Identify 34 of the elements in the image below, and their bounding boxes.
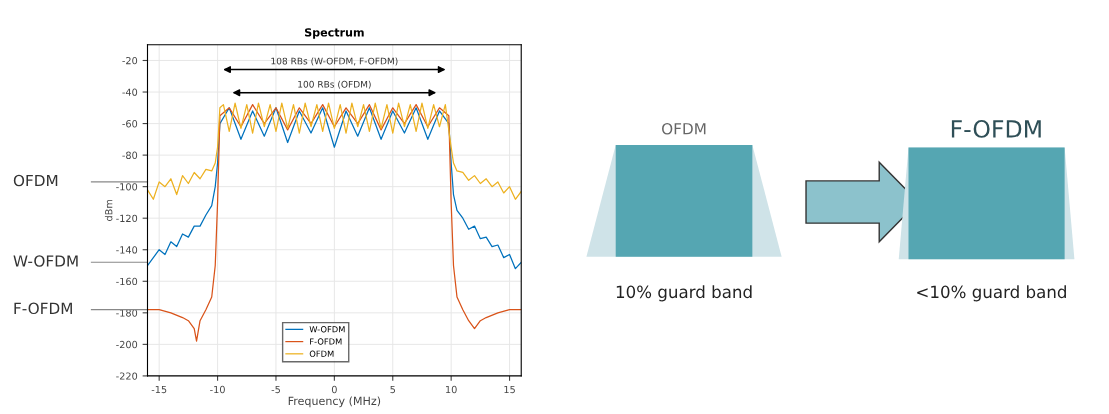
y-tick-label: -160 xyxy=(116,277,138,286)
line-series xyxy=(147,102,522,200)
y-tick-label: -40 xyxy=(122,88,138,96)
line-series xyxy=(147,107,522,270)
x-tick-label: 5 xyxy=(390,385,395,394)
text: F-OFDM xyxy=(14,302,72,315)
x-tick-label: -15 xyxy=(151,385,167,394)
y-tick-label: -220 xyxy=(116,372,138,380)
x-tick-label: -10 xyxy=(210,385,225,394)
y-tick-label: -20 xyxy=(122,56,138,65)
text: OFDM xyxy=(13,174,58,187)
x-tick-label: -5 xyxy=(271,385,280,394)
x-tick-label: 0 xyxy=(331,385,337,394)
legend-label: OFDM xyxy=(309,350,334,357)
y-tick-label: -140 xyxy=(116,246,138,254)
text: W-OFDM xyxy=(13,255,78,267)
text: 10% guard band xyxy=(616,285,752,302)
annotation: 108 RBs (W-OFDM, F-OFDM) xyxy=(271,57,398,66)
x-axis-title: Frequency (MHz) xyxy=(288,396,381,408)
annotation: 100 RBs (OFDM) xyxy=(298,80,371,89)
y-tick-label: -200 xyxy=(116,340,138,349)
y-tick-label: -60 xyxy=(122,120,138,128)
text: OFDM xyxy=(662,122,706,135)
y-tick-label: -80 xyxy=(122,151,138,159)
x-tick-label: 10 xyxy=(446,385,457,394)
legend-label: F-OFDM xyxy=(310,338,342,345)
legend-label: W-OFDM xyxy=(309,326,345,333)
y-tick-label: -120 xyxy=(116,214,138,223)
y-axis-title: dBm xyxy=(104,199,113,221)
chart-title: Spectrum xyxy=(304,28,364,39)
x-tick-label: 15 xyxy=(504,385,515,394)
text: <10% guard band xyxy=(917,285,1066,302)
text: F-OFDM xyxy=(951,119,1041,138)
y-tick-label: -100 xyxy=(116,183,138,191)
